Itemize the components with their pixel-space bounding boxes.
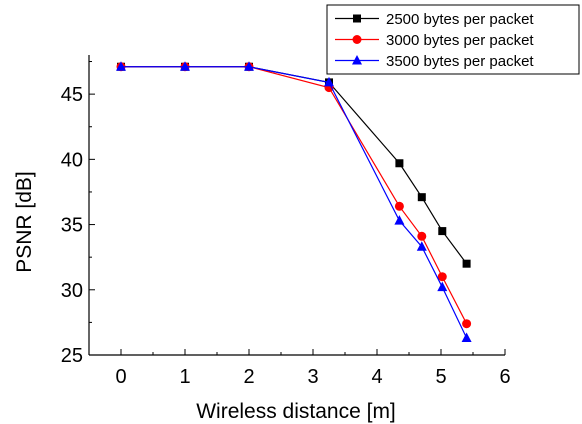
legend-item: 3000 bytes per packet bbox=[335, 32, 534, 49]
x-tick-label: 1 bbox=[179, 366, 190, 388]
x-tick-label: 3 bbox=[307, 366, 318, 388]
series-3 bbox=[116, 61, 472, 343]
y-axis-title: PSNR [dB] bbox=[13, 171, 36, 273]
data-point bbox=[244, 61, 254, 71]
series-line bbox=[121, 66, 468, 324]
x-tick-label: 2 bbox=[243, 366, 254, 388]
data-point bbox=[461, 332, 472, 343]
y-tick-label: 25 bbox=[61, 345, 83, 367]
data-point bbox=[462, 259, 471, 268]
y-tick-label: 40 bbox=[61, 149, 83, 171]
data-point bbox=[116, 61, 126, 71]
legend-marker bbox=[352, 35, 362, 44]
data-point bbox=[462, 319, 472, 329]
data-point bbox=[417, 231, 427, 241]
legend-label: 2500 bytes per packet bbox=[386, 11, 534, 28]
data-point bbox=[394, 201, 404, 211]
y-tick-label: 35 bbox=[61, 215, 83, 237]
x-tick-label: 0 bbox=[115, 366, 126, 388]
x-tick-label: 5 bbox=[435, 366, 446, 388]
x-axis-title: Wireless distance [m] bbox=[196, 400, 396, 423]
data-point bbox=[324, 76, 334, 87]
data-point bbox=[416, 241, 427, 251]
data-point bbox=[437, 272, 447, 282]
series-layer bbox=[116, 61, 472, 343]
data-point bbox=[180, 61, 190, 71]
legend-marker bbox=[353, 14, 361, 23]
x-tick-label: 4 bbox=[371, 366, 382, 388]
legend: 2500 bytes per packet 3000 bytes per pack… bbox=[326, 4, 580, 75]
data-point bbox=[394, 215, 405, 225]
axes bbox=[88, 55, 505, 356]
legend-label: 3000 bytes per packet bbox=[386, 32, 534, 49]
legend-item: 3500 bytes per packet bbox=[335, 53, 534, 70]
legend-marker bbox=[352, 55, 362, 65]
data-point bbox=[438, 227, 447, 236]
legend-label: 3500 bytes per packet bbox=[386, 53, 534, 70]
x-tick-label: 6 bbox=[499, 366, 510, 388]
y-tick-label: 30 bbox=[61, 280, 83, 302]
data-point bbox=[417, 193, 426, 202]
series-line bbox=[121, 66, 468, 339]
legend-item: 2500 bytes per packet bbox=[335, 11, 534, 28]
data-point bbox=[395, 159, 404, 168]
data-point bbox=[437, 281, 448, 292]
series-line bbox=[121, 66, 468, 265]
y-tick-label: 45 bbox=[61, 84, 83, 106]
